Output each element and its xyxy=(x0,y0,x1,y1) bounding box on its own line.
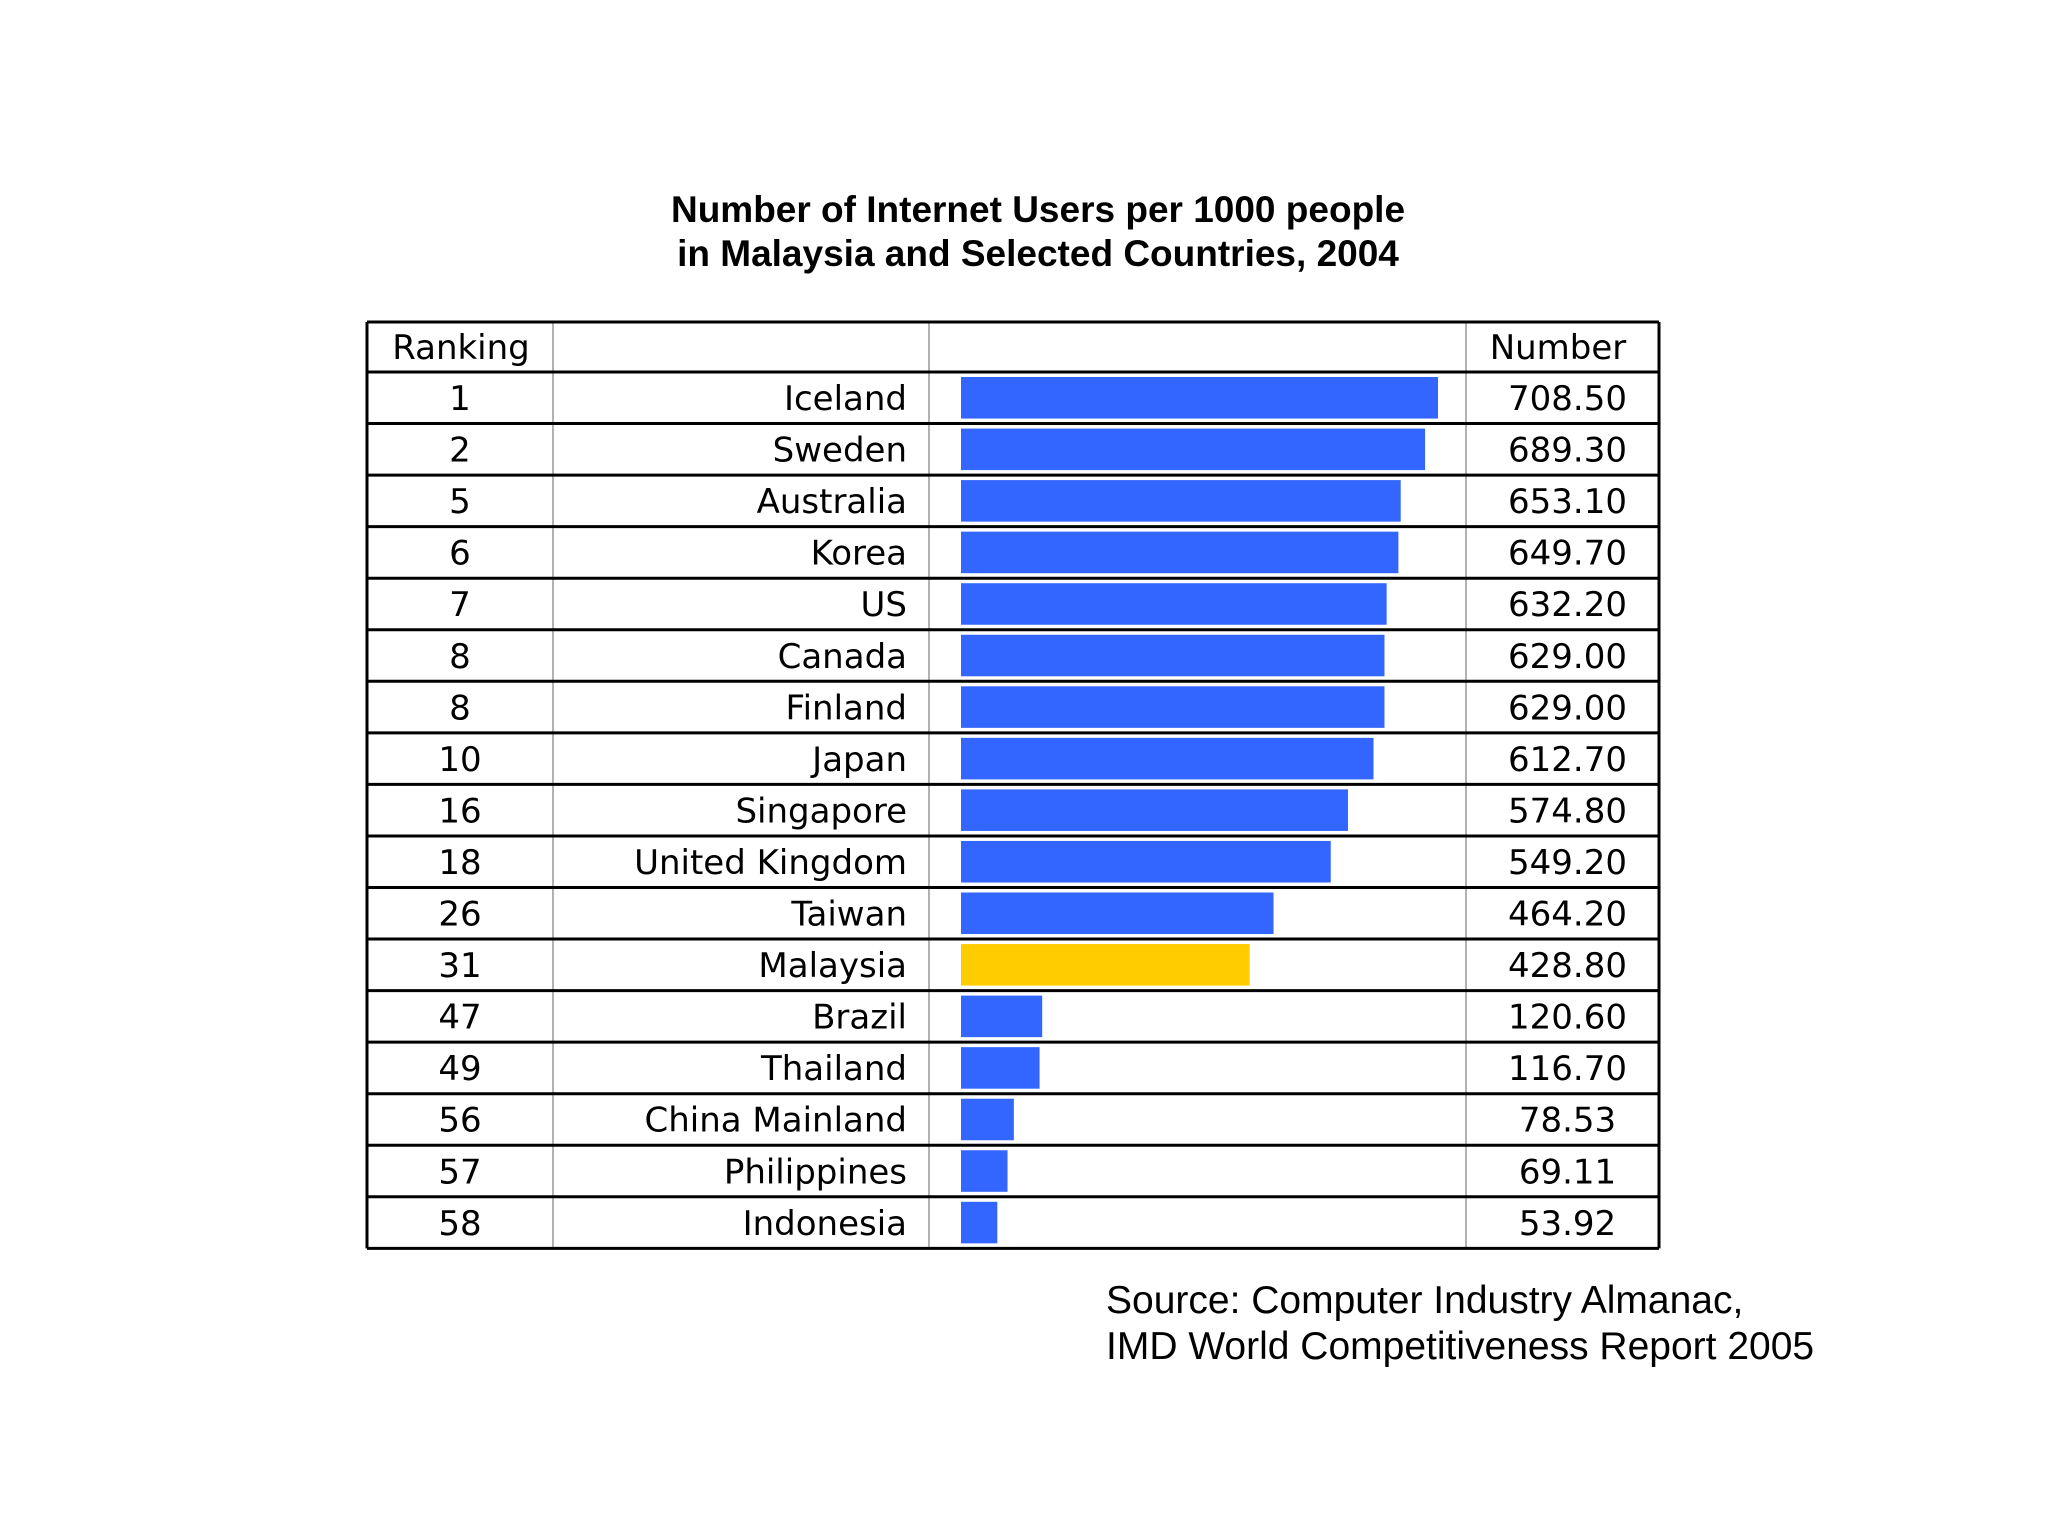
value-label: 629.00 xyxy=(1508,637,1627,677)
rank-cell: 57 xyxy=(438,1152,481,1192)
country-label: Finland xyxy=(786,688,908,728)
country-label: Iceland xyxy=(784,379,907,419)
value-label: 549.20 xyxy=(1508,843,1627,883)
value-label: 708.50 xyxy=(1508,379,1627,419)
chart-title-line-2: in Malaysia and Selected Countries, 2004 xyxy=(677,233,1399,274)
table-row: 47 Brazil 120.60 xyxy=(438,995,1627,1038)
table-row: 56 China Mainland 78.53 xyxy=(438,1098,1616,1141)
rank-cell: 18 xyxy=(438,843,481,883)
table-row: 16 Singapore 574.80 xyxy=(438,789,1627,831)
bar-china-mainland xyxy=(961,1098,1014,1141)
rank-cell: 16 xyxy=(438,791,481,831)
bar-iceland xyxy=(961,377,1438,419)
bar-singapore xyxy=(961,789,1348,831)
table-row: 2 Sweden 689.30 xyxy=(449,428,1627,471)
value-label: 464.20 xyxy=(1508,895,1627,935)
bar-canada xyxy=(961,634,1385,677)
table-row: 26 Taiwan 464.20 xyxy=(438,892,1627,935)
country-label: Sweden xyxy=(773,431,907,471)
value-label: 116.70 xyxy=(1508,1049,1627,1089)
country-label: US xyxy=(861,585,907,625)
rank-cell: 8 xyxy=(449,637,471,677)
value-label: 649.70 xyxy=(1508,534,1627,574)
bar-australia xyxy=(961,480,1401,522)
country-label: Taiwan xyxy=(790,895,907,935)
bar-us xyxy=(961,583,1387,625)
table-row: 6 Korea 649.70 xyxy=(449,531,1627,574)
rank-cell: 2 xyxy=(449,431,471,471)
table-row: 5 Australia 653.10 xyxy=(449,480,1627,522)
rank-cell: 5 xyxy=(449,482,471,522)
rank-cell: 10 xyxy=(438,740,481,780)
rank-cell: 8 xyxy=(449,688,471,728)
value-label: 428.80 xyxy=(1508,946,1627,986)
table-row: 31 Malaysia 428.80 xyxy=(438,944,1627,986)
table-row: 18 United Kingdom 549.20 xyxy=(438,840,1627,883)
country-label: Korea xyxy=(811,534,907,574)
bar-finland xyxy=(961,686,1385,728)
source-note: Source: Computer Industry Almanac, IMD W… xyxy=(1106,1279,1814,1368)
value-label: 574.80 xyxy=(1508,791,1627,831)
country-label: United Kingdom xyxy=(634,843,907,883)
value-label: 629.00 xyxy=(1508,688,1627,728)
bar-united-kingdom xyxy=(961,840,1331,883)
rank-cell: 1 xyxy=(449,379,471,419)
country-label: Singapore xyxy=(735,791,907,831)
value-label: 612.70 xyxy=(1508,740,1627,780)
country-label: Australia xyxy=(757,482,907,522)
bar-korea xyxy=(961,531,1399,574)
value-label: 78.53 xyxy=(1519,1101,1616,1141)
table-header: Ranking Number xyxy=(392,328,1626,368)
rank-cell: 26 xyxy=(438,895,481,935)
table-row: 1 Iceland 708.50 xyxy=(449,377,1627,419)
bar-philippines xyxy=(961,1150,1008,1192)
bar-thailand xyxy=(961,1047,1040,1089)
bar-malaysia xyxy=(961,944,1250,986)
table-row: 10 Japan 612.70 xyxy=(438,737,1627,780)
country-label: Brazil xyxy=(812,998,907,1038)
country-label: Japan xyxy=(810,740,907,780)
value-label: 653.10 xyxy=(1508,482,1627,522)
bar-sweden xyxy=(961,428,1426,471)
chart-title-line-1: Number of Internet Users per 1000 people xyxy=(671,189,1405,230)
table-row: 8 Canada 629.00 xyxy=(449,634,1627,677)
table-row: 49 Thailand 116.70 xyxy=(438,1047,1627,1089)
bar-brazil xyxy=(961,995,1043,1038)
rank-cell: 7 xyxy=(449,585,471,625)
table-row: 7 US 632.20 xyxy=(449,583,1627,625)
rank-cell: 6 xyxy=(449,534,471,574)
rank-cell: 47 xyxy=(438,998,481,1038)
value-label: 69.11 xyxy=(1519,1152,1616,1192)
table-row: 57 Philippines 69.11 xyxy=(438,1150,1616,1192)
country-label: Canada xyxy=(778,637,907,677)
header-number: Number xyxy=(1490,328,1627,368)
table-grid xyxy=(365,320,1661,1250)
rank-cell: 56 xyxy=(438,1101,481,1141)
country-label: Philippines xyxy=(724,1152,907,1192)
country-label: Indonesia xyxy=(743,1204,907,1244)
header-ranking: Ranking xyxy=(392,328,530,368)
table-row: 58 Indonesia 53.92 xyxy=(438,1201,1616,1244)
value-label: 53.92 xyxy=(1519,1204,1616,1244)
country-label: Thailand xyxy=(760,1049,907,1089)
source-line-2: IMD World Competitiveness Report 2005 xyxy=(1106,1325,1814,1368)
rank-cell: 49 xyxy=(438,1049,481,1089)
table-row: 8 Finland 629.00 xyxy=(449,686,1627,728)
value-label: 632.20 xyxy=(1508,585,1627,625)
country-label: Malaysia xyxy=(758,946,907,986)
bar-japan xyxy=(961,737,1374,780)
table-body: 1 Iceland 708.502 Sweden 689.305 Australia 653… xyxy=(438,377,1627,1244)
value-label: 689.30 xyxy=(1508,431,1627,471)
value-label: 120.60 xyxy=(1508,998,1627,1038)
source-line-1: Source: Computer Industry Almanac, xyxy=(1106,1279,1743,1322)
rank-cell: 58 xyxy=(438,1204,481,1244)
rank-cell: 31 xyxy=(438,946,481,986)
bar-taiwan xyxy=(961,892,1274,935)
country-label: China Mainland xyxy=(644,1101,907,1141)
bar-indonesia xyxy=(961,1201,998,1244)
chart-title: Number of Internet Users per 1000 people… xyxy=(671,189,1405,274)
